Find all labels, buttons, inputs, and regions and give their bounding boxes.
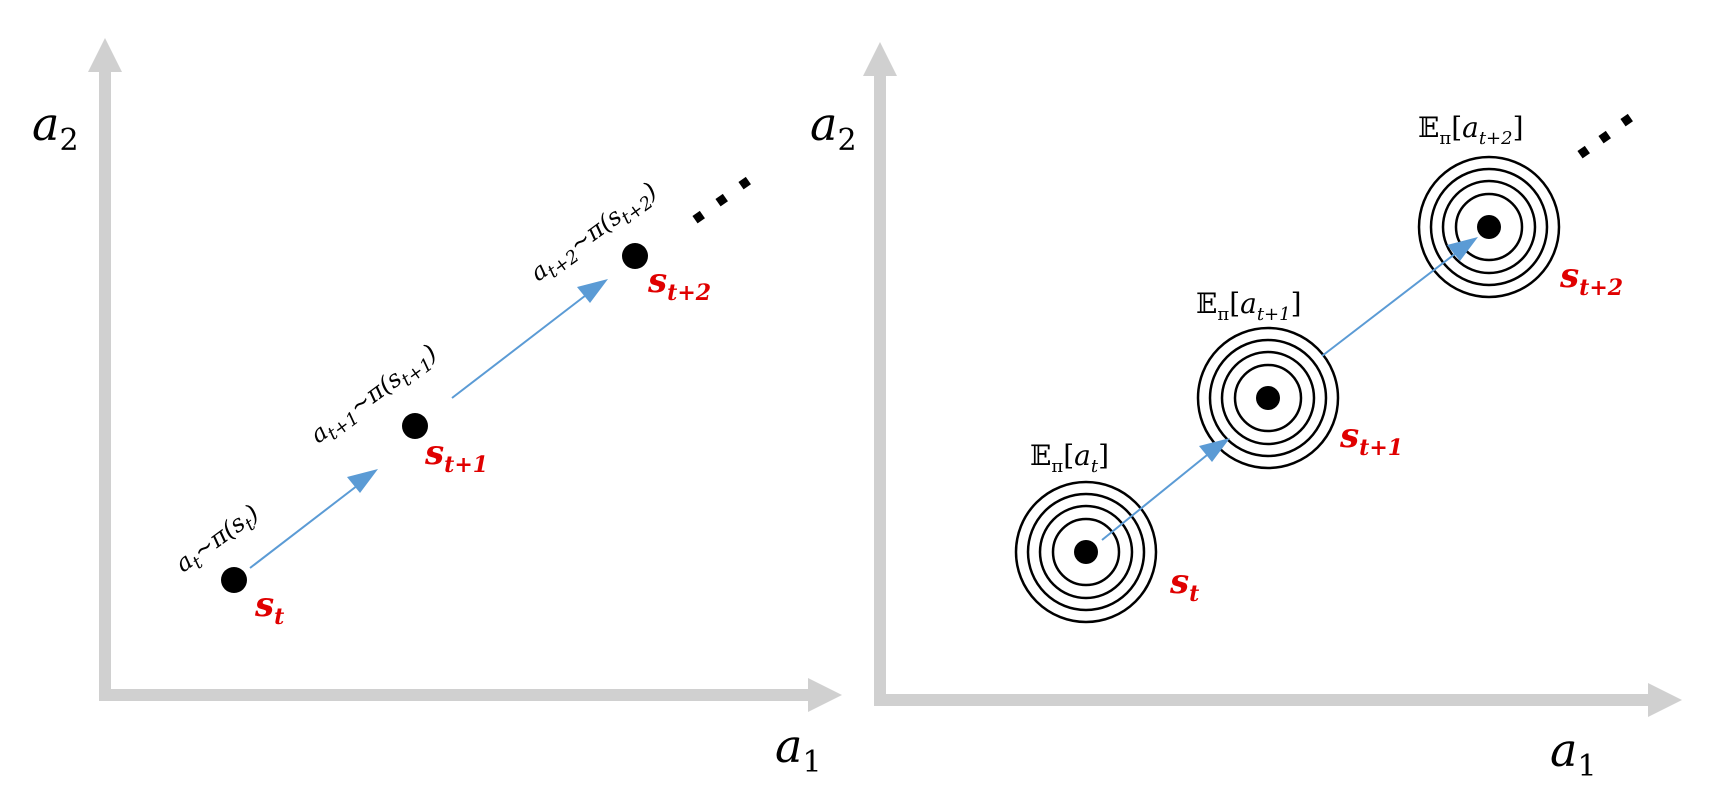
right-panel: a2 a1: [810, 42, 1682, 784]
right-x-axis-label: a1: [1550, 723, 1597, 784]
left-arrow-1: [249, 481, 363, 569]
left-axes: [88, 38, 842, 712]
right-state-point-t1: [1256, 386, 1280, 410]
right-state-label-t: st: [1169, 562, 1199, 607]
right-state-label-t2: st+2: [1559, 256, 1623, 301]
right-x-axis-arrowhead: [1648, 683, 1682, 717]
left-state-point-t2: [622, 243, 648, 269]
left-state-point-t1: [402, 413, 428, 439]
left-state-point-t: [221, 567, 247, 593]
left-state-label-t: st: [254, 585, 284, 630]
right-rings-t1: [1196, 326, 1340, 470]
left-y-axis-arrowhead: [88, 38, 122, 72]
right-arrow-2-head: [1447, 237, 1478, 261]
right-rings-t: [1014, 480, 1158, 624]
left-state-label-t1: st+1: [424, 433, 488, 478]
left-y-axis-label: a2: [32, 97, 79, 158]
right-expectation-label-t: 𝔼π[at]: [1030, 439, 1109, 477]
left-panel: a2 a1 st st+1 st+2 at~π(st) at+1~π(st+1)…: [32, 38, 842, 780]
left-action-label-t2: at+2~π(st+2): [525, 177, 665, 291]
right-arrow-1-head: [1199, 438, 1230, 462]
left-transition-arrows: [249, 279, 608, 569]
left-arrow-1-head: [347, 469, 378, 493]
right-state-label-t1: st+1: [1339, 416, 1403, 461]
right-axes: [863, 42, 1682, 717]
left-state-label-t2: st+2: [647, 261, 711, 306]
right-state-point-t2: [1477, 215, 1501, 239]
right-expectation-label-t1: 𝔼π[at+1]: [1196, 287, 1302, 325]
left-arrow-2: [451, 291, 591, 399]
right-y-axis-label: a2: [810, 97, 857, 158]
left-action-label-t1: at+1~π(st+1): [305, 339, 445, 453]
right-transition-arrows: [1101, 237, 1478, 541]
left-action-label-t: at~π(st): [170, 499, 267, 582]
left-arrow-2-head: [577, 279, 608, 303]
right-y-axis-arrowhead: [863, 42, 897, 76]
right-ellipsis-dots: [1577, 113, 1633, 159]
right-arrow-1: [1101, 450, 1213, 541]
left-ellipsis-dots: [692, 176, 751, 224]
left-x-axis-arrowhead: [808, 678, 842, 712]
left-x-axis-label: a1: [775, 719, 822, 780]
right-expectation-label-t2: 𝔼π[at+2]: [1418, 111, 1524, 149]
right-rings-t2: [1417, 155, 1561, 299]
right-state-point-t: [1074, 540, 1098, 564]
right-arrow-2: [1321, 249, 1461, 357]
